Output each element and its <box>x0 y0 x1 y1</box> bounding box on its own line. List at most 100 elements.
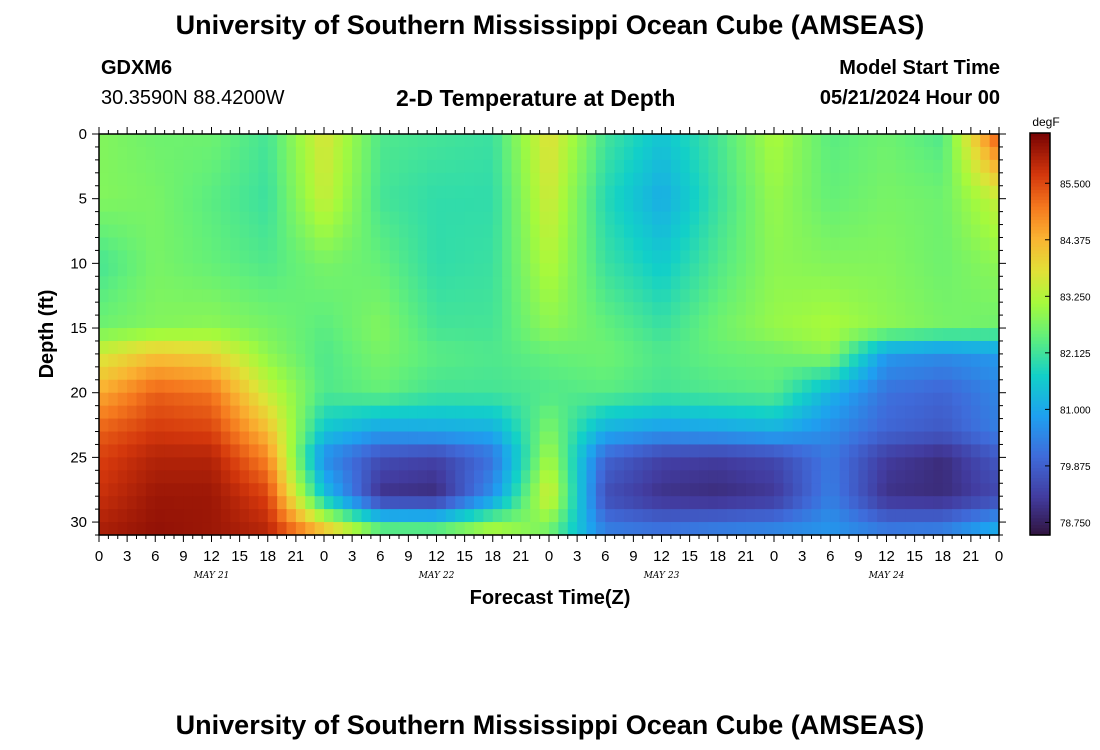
heatmap-cell <box>445 237 456 252</box>
heatmap-cell <box>530 172 541 187</box>
heatmap-cell <box>192 496 203 510</box>
heatmap-cell <box>736 431 747 446</box>
heatmap-cell <box>445 302 456 316</box>
heatmap-cell <box>361 353 372 368</box>
heatmap-cell <box>352 146 363 161</box>
heatmap-cell <box>567 198 578 213</box>
heatmap-cell <box>286 470 297 484</box>
heatmap-cell <box>389 509 400 523</box>
heatmap-cell <box>764 276 775 290</box>
heatmap-cell <box>961 418 972 433</box>
heatmap-cell <box>586 509 597 523</box>
heatmap-cell <box>183 405 194 420</box>
heatmap-cell <box>324 315 334 329</box>
heatmap-cell <box>417 146 428 161</box>
heatmap-cell <box>670 418 681 433</box>
heatmap-cell <box>895 392 906 407</box>
colorbar-segment <box>1030 323 1050 328</box>
heatmap-cell <box>661 172 672 187</box>
colorbar-segment <box>1030 163 1050 168</box>
heatmap-cell <box>249 366 259 381</box>
heatmap-cell <box>661 392 672 407</box>
heatmap-cell <box>258 315 269 329</box>
heatmap-cell <box>127 418 138 433</box>
heatmap-cell <box>811 263 822 277</box>
heatmap-cell <box>183 431 194 446</box>
colorbar-tick-label: 78.750 <box>1060 518 1091 529</box>
heatmap-cell <box>755 198 766 213</box>
heatmap-cell <box>183 444 194 458</box>
heatmap-cell <box>117 431 128 446</box>
heatmap-cell <box>239 353 250 368</box>
heatmap-cell <box>474 522 484 536</box>
heatmap-cell <box>567 146 578 161</box>
heatmap-cell <box>127 522 138 536</box>
heatmap-cell <box>324 134 334 148</box>
colorbar-segment <box>1030 303 1050 308</box>
heatmap-cell <box>980 431 991 446</box>
heatmap-cell <box>830 263 841 277</box>
heatmap-cell <box>492 379 503 394</box>
heatmap-cell <box>539 457 550 471</box>
heatmap-cell <box>361 405 372 420</box>
heatmap-cell <box>886 496 897 510</box>
heatmap-cell <box>314 146 325 161</box>
colorbar-segment <box>1030 330 1050 335</box>
heatmap-cell <box>286 224 297 239</box>
heatmap-cell <box>99 237 109 252</box>
heatmap-cell <box>249 289 259 303</box>
heatmap-cell <box>642 509 653 523</box>
heatmap-cell <box>717 366 728 381</box>
heatmap-cell <box>370 353 381 368</box>
heatmap-cell <box>942 328 953 342</box>
heatmap-cell <box>511 470 522 484</box>
heatmap-cell <box>314 522 325 536</box>
heatmap-cell <box>708 405 719 420</box>
heatmap-cell <box>492 172 503 187</box>
heatmap-cell <box>849 224 859 239</box>
heatmap-cell <box>839 405 850 420</box>
heatmap-cell <box>952 315 963 329</box>
heatmap-cell <box>520 289 531 303</box>
heatmap-cell <box>858 211 869 226</box>
heatmap-cell <box>192 263 203 277</box>
heatmap-cell <box>567 315 578 329</box>
heatmap-cell <box>511 302 522 316</box>
heatmap-cell <box>549 276 559 290</box>
heatmap-cell <box>342 405 353 420</box>
heatmap-cell <box>258 522 269 536</box>
heatmap-cell <box>155 237 166 252</box>
heatmap-cell <box>183 237 194 252</box>
heatmap-cell <box>211 185 222 200</box>
heatmap-cell <box>277 392 288 407</box>
heatmap-cell <box>558 224 569 239</box>
heatmap-cell <box>708 483 719 497</box>
heatmap-cell <box>708 457 719 471</box>
heatmap-cell <box>661 276 672 290</box>
heatmap-cell <box>380 263 391 277</box>
heatmap-cell <box>989 444 1000 458</box>
heatmap-cell <box>914 405 925 420</box>
heatmap-cell <box>867 509 878 523</box>
heatmap-cell <box>699 276 709 290</box>
heatmap-cell <box>380 185 391 200</box>
heatmap-cell <box>314 431 325 446</box>
colorbar-segment <box>1030 280 1050 285</box>
heatmap-cell <box>558 302 569 316</box>
heatmap-cell <box>614 134 625 148</box>
heatmap-cell <box>605 289 616 303</box>
heatmap-cell <box>933 172 944 187</box>
colorbar-segment <box>1030 156 1050 161</box>
heatmap-cell <box>539 392 550 407</box>
heatmap-cell <box>717 263 728 277</box>
heatmap-cell <box>427 328 438 342</box>
heatmap-cell <box>549 496 559 510</box>
heatmap-cell <box>689 146 700 161</box>
heatmap-cell <box>661 470 672 484</box>
heatmap-cell <box>614 289 625 303</box>
heatmap-cell <box>699 224 709 239</box>
heatmap-cell <box>136 263 147 277</box>
heatmap-cell <box>155 470 166 484</box>
heatmap-cell <box>680 315 691 329</box>
heatmap-cell <box>605 431 616 446</box>
